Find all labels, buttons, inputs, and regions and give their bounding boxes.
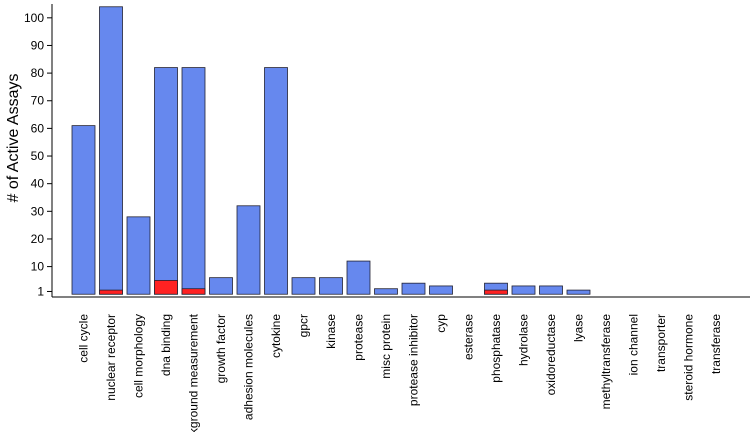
bar-5	[209, 277, 233, 295]
category-label: nuclear receptor	[104, 314, 118, 401]
highlight-bar-1	[99, 289, 123, 295]
bar-13	[429, 285, 453, 295]
category-label: protease inhibitor	[407, 314, 421, 406]
category-labels: cell cycle nuclear receptor cell morpholog…	[77, 313, 724, 437]
category-label: transferase	[709, 314, 723, 374]
bar-3	[154, 67, 178, 295]
y-axis-title: # of Active Assays	[5, 74, 22, 203]
bar-8	[291, 277, 316, 295]
bar-17	[539, 285, 563, 295]
highlight-bar-3	[154, 280, 178, 295]
category-label: cytokine	[269, 314, 283, 358]
bar-7	[264, 67, 288, 295]
category-label: transporter	[654, 314, 668, 372]
category-label: methyltransferase	[599, 314, 613, 410]
bar-10	[346, 260, 371, 295]
y-tick-label: 30	[31, 204, 45, 218]
category-label: lyase	[572, 314, 586, 342]
y-tick-label: 90	[31, 38, 45, 52]
bar-6	[236, 205, 261, 295]
bar-11	[374, 288, 398, 295]
y-tick-label: 80	[31, 66, 45, 80]
bar-12	[401, 282, 426, 295]
category-label: phosphatase	[489, 314, 503, 383]
category-label: misc protein	[379, 314, 393, 379]
bar-16	[511, 285, 536, 295]
category-label: dna binding	[159, 314, 173, 376]
bar-1	[99, 6, 123, 295]
bar-4	[181, 67, 206, 295]
y-tick-label: 70	[31, 94, 45, 108]
bar-0	[71, 125, 96, 295]
bar-9	[319, 277, 343, 295]
category-label: ion channel	[627, 314, 641, 375]
y-tick-label: 1	[37, 284, 44, 298]
category-label: cyp	[434, 314, 448, 333]
highlight-bar-4	[181, 288, 206, 295]
y-tick-label: 50	[31, 149, 45, 163]
category-label: protease	[352, 314, 366, 361]
category-label: growth factor	[214, 314, 228, 383]
category-label: hydrolase	[517, 314, 531, 366]
y-tick-label: 20	[31, 232, 45, 246]
category-label: cell cycle	[77, 314, 91, 363]
bar-18	[566, 289, 591, 295]
y-axis: 1 10 20 30 40 50 60 70 80 90 100	[24, 4, 53, 298]
y-tick-label: 10	[31, 260, 45, 274]
category-label: steroid hormone	[682, 314, 696, 401]
highlight-bar-15	[484, 289, 508, 295]
category-label: adhesion molecules	[242, 314, 256, 420]
category-label: background measurement	[187, 313, 201, 432]
category-label: cell morphology	[132, 314, 146, 398]
category-label: kinase	[324, 314, 338, 349]
category-label: oxidoreductase	[544, 314, 558, 396]
y-tick-label: 40	[31, 177, 45, 191]
category-label: esterase	[462, 314, 476, 360]
y-tick-label: 100	[24, 11, 44, 25]
y-tick-label: 60	[31, 121, 45, 135]
bars	[71, 6, 591, 295]
bar-2	[126, 216, 151, 295]
category-label: gpcr	[297, 314, 311, 337]
